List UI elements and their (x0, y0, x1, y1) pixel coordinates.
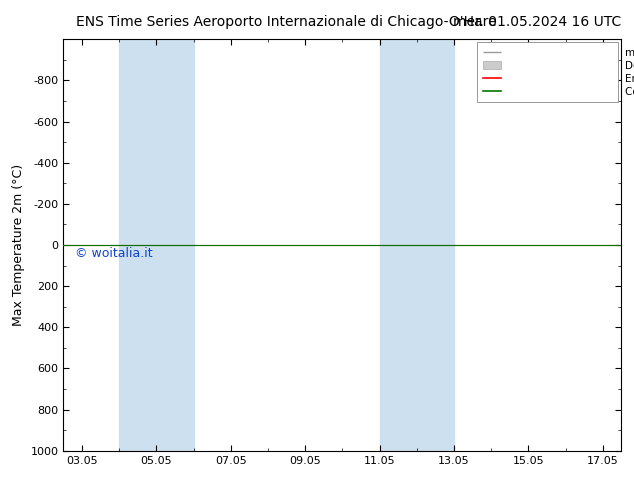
Text: ENS Time Series Aeroporto Internazionale di Chicago-O'Hare: ENS Time Series Aeroporto Internazionale… (76, 15, 496, 29)
Text: mer. 01.05.2024 16 UTC: mer. 01.05.2024 16 UTC (453, 15, 621, 29)
Bar (119, 39, 193, 451)
Bar (380, 39, 454, 451)
Text: © woitalia.it: © woitalia.it (75, 247, 152, 260)
Legend: min/max, Deviazione standard, Ensemble mean run, Controll run: min/max, Deviazione standard, Ensemble m… (477, 42, 618, 102)
Y-axis label: Max Temperature 2m (°C): Max Temperature 2m (°C) (12, 164, 25, 326)
